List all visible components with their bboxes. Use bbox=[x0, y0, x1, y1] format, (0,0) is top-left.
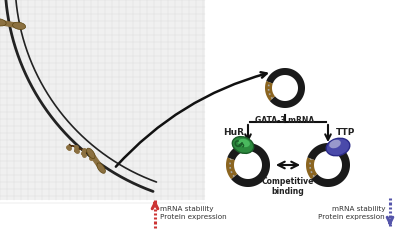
Text: Competitive
binding: Competitive binding bbox=[262, 177, 314, 197]
Text: TTP: TTP bbox=[336, 128, 356, 137]
Text: mRNA stability
Protein expression: mRNA stability Protein expression bbox=[318, 206, 385, 220]
Ellipse shape bbox=[0, 19, 6, 26]
Text: GATA-3 mRNA: GATA-3 mRNA bbox=[255, 116, 315, 125]
Text: mRNA stability
Protein expression: mRNA stability Protein expression bbox=[160, 206, 227, 220]
Ellipse shape bbox=[238, 139, 250, 147]
Polygon shape bbox=[306, 158, 317, 179]
Polygon shape bbox=[308, 143, 350, 187]
Polygon shape bbox=[226, 158, 237, 179]
Polygon shape bbox=[266, 68, 305, 108]
Ellipse shape bbox=[326, 138, 350, 156]
Ellipse shape bbox=[12, 22, 26, 30]
Ellipse shape bbox=[232, 136, 254, 154]
Ellipse shape bbox=[329, 140, 341, 148]
Polygon shape bbox=[227, 143, 270, 187]
Ellipse shape bbox=[87, 148, 95, 158]
Bar bbox=[0, 0, 205, 200]
Ellipse shape bbox=[97, 163, 105, 173]
Text: HuR: HuR bbox=[224, 128, 244, 137]
Polygon shape bbox=[265, 81, 275, 101]
